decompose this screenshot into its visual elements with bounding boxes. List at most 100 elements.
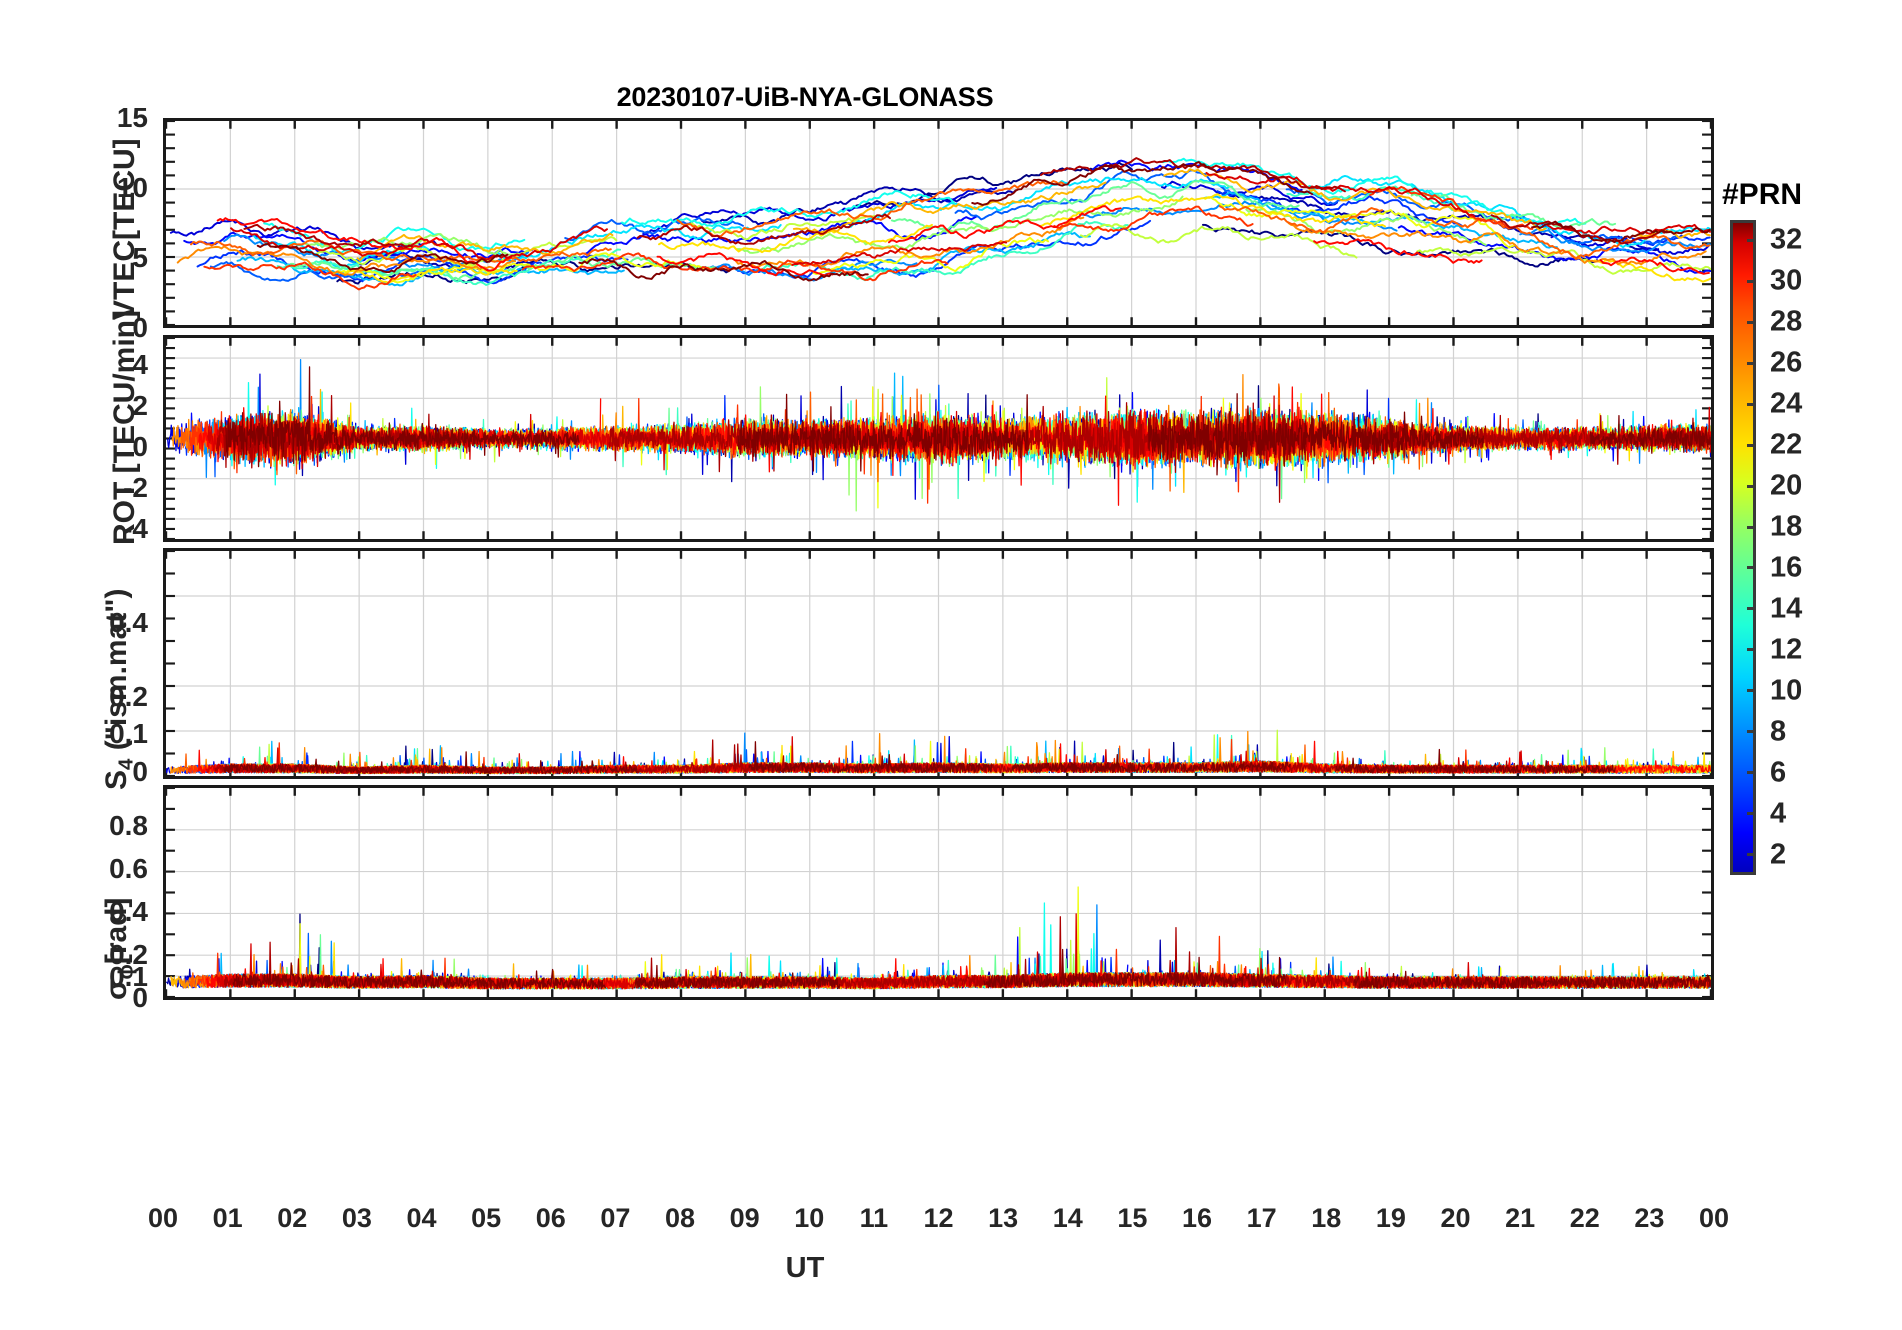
ytick-s4-01: 0.1 (109, 718, 148, 749)
ytick-vtec-0: 0 (132, 312, 148, 343)
xtick-06-6: 06 (535, 1203, 566, 1233)
colorbar-tick-mark-24 (1747, 402, 1756, 406)
colorbar-gradient[interactable] (1730, 220, 1756, 875)
colorbar-tick-label-20: 20 (1770, 469, 1803, 502)
colorbar-title: #PRN (1722, 178, 1803, 211)
colorbar-tick-mark-10 (1747, 689, 1756, 693)
xtick-14-14: 14 (1052, 1203, 1083, 1233)
colorbar-tick-label-10: 10 (1770, 674, 1803, 707)
data-traces (167, 359, 1711, 512)
ylabel-rot: ROT [TECU/min] (108, 310, 141, 545)
colorbar-tick-label-22: 22 (1770, 428, 1803, 461)
colorbar-tick-label-12: 12 (1770, 633, 1803, 666)
colorbar-tick-label-16: 16 (1770, 551, 1803, 584)
xtick-20-20: 20 (1440, 1203, 1471, 1233)
xtick-18-18: 18 (1311, 1203, 1342, 1233)
colorbar-tick-label-4: 4 (1770, 797, 1787, 830)
colorbar-tick-mark-16 (1747, 566, 1756, 570)
ylabel-vtec: VTEC[TECU] (108, 138, 141, 320)
ytick-rot-0: 0 (132, 431, 148, 462)
colorbar-tick-label-28: 28 (1770, 305, 1803, 338)
ytick-rot-4: 4 (132, 349, 148, 380)
ytick-sp-02: 0.2 (109, 939, 148, 970)
colorbar-tick-label-2: 2 (1770, 838, 1787, 871)
s4-plot-area (166, 551, 1711, 776)
page-title: 20230107-UiB-NYA-GLONASS (616, 82, 994, 112)
colorbar-tick-mark-18 (1747, 525, 1756, 529)
ytick-vtec-5: 5 (132, 242, 148, 273)
xtick-19-19: 19 (1375, 1203, 1406, 1233)
colorbar-tick-label-6: 6 (1770, 756, 1787, 789)
xtick-21-21: 21 (1505, 1203, 1536, 1233)
ytick-sp-04: 0.4 (109, 896, 148, 927)
data-traces (169, 157, 1711, 291)
colorbar-tick-mark-22 (1747, 443, 1756, 447)
colorbar-tick-mark-14 (1747, 607, 1756, 611)
data-traces (166, 729, 1711, 775)
colorbar-tick-mark-30 (1747, 279, 1756, 283)
xtick-15-15: 15 (1117, 1203, 1148, 1233)
xtick-07-7: 07 (600, 1203, 631, 1233)
xtick-23-23: 23 (1634, 1203, 1665, 1233)
colorbar-tick-mark-20 (1747, 484, 1756, 488)
panel-s4 (163, 548, 1714, 779)
ytick-sp-01: 0.1 (109, 961, 148, 992)
ytick-s4-04: 0.4 (109, 607, 148, 638)
ytick-s4-02: 0.2 (109, 681, 148, 712)
colorbar-tick-mark-28 (1747, 320, 1756, 324)
ytick-rot-m4: -4 (123, 513, 148, 544)
sigma-phi-plot-area (166, 788, 1711, 997)
colorbar-tick-mark-2 (1747, 853, 1756, 857)
ytick-vtec-10: 10 (116, 172, 148, 203)
x-axis-label: UT (0, 1252, 1902, 1285)
xtick-03-3: 03 (341, 1203, 372, 1233)
colorbar-tick-mark-4 (1747, 812, 1756, 816)
axis-ticks (166, 121, 1711, 325)
xtick-13-13: 13 (988, 1203, 1019, 1233)
ytick-rot-2: 2 (132, 390, 148, 421)
panel-rot (163, 335, 1714, 542)
xtick-01-1: 01 (212, 1203, 243, 1233)
ytick-vtec-15: 15 (116, 102, 148, 133)
axis-ticks (166, 338, 1711, 539)
colorbar-tick-label-32: 32 (1770, 223, 1803, 256)
ytick-rot-m2: -2 (123, 472, 148, 503)
colorbar-tick-mark-26 (1747, 361, 1756, 365)
colorbar-tick-label-8: 8 (1770, 715, 1787, 748)
rot-plot-area (166, 338, 1711, 539)
gridlines (166, 788, 1711, 997)
xtick-00-0: 00 (147, 1203, 179, 1233)
colorbar-tick-label-24: 24 (1770, 387, 1803, 420)
vtec-plot-area (166, 121, 1711, 325)
xtick-05-5: 05 (471, 1203, 502, 1233)
ytick-s4-0: 0 (132, 756, 148, 787)
xtick-04-4: 04 (406, 1203, 437, 1233)
xtick-16-16: 16 (1181, 1203, 1213, 1233)
xtick-10-10: 10 (794, 1203, 825, 1233)
colorbar-tick-mark-12 (1747, 648, 1756, 652)
xtick-17-17: 17 (1246, 1203, 1277, 1233)
ytick-sp-08: 0.8 (109, 810, 148, 841)
colorbar-tick-label-26: 26 (1770, 346, 1803, 379)
colorbar-tick-mark-32 (1747, 238, 1756, 242)
ytick-sp-06: 0.6 (109, 853, 148, 884)
xtick-12-12: 12 (923, 1203, 954, 1233)
ytick-sp-0: 0 (132, 982, 148, 1013)
colorbar-tick-label-30: 30 (1770, 264, 1803, 297)
axis-ticks (166, 788, 1711, 997)
axis-ticks (166, 551, 1711, 776)
colorbar-tick-mark-8 (1747, 730, 1756, 734)
panel-vtec (163, 118, 1714, 328)
colorbar-tick-label-18: 18 (1770, 510, 1803, 543)
colorbar-tick-mark-6 (1747, 771, 1756, 775)
colorbar-tick-label-14: 14 (1770, 592, 1803, 625)
xtick-02-2: 02 (277, 1203, 308, 1233)
data-traces (166, 886, 1711, 990)
gridlines (166, 551, 1711, 776)
xtick-09-9: 09 (729, 1203, 760, 1233)
xtick-00-24: 00 (1698, 1203, 1730, 1233)
xtick-22-22: 22 (1569, 1203, 1600, 1233)
panel-sigma-phi (163, 785, 1714, 1000)
xtick-11-11: 11 (859, 1203, 889, 1233)
